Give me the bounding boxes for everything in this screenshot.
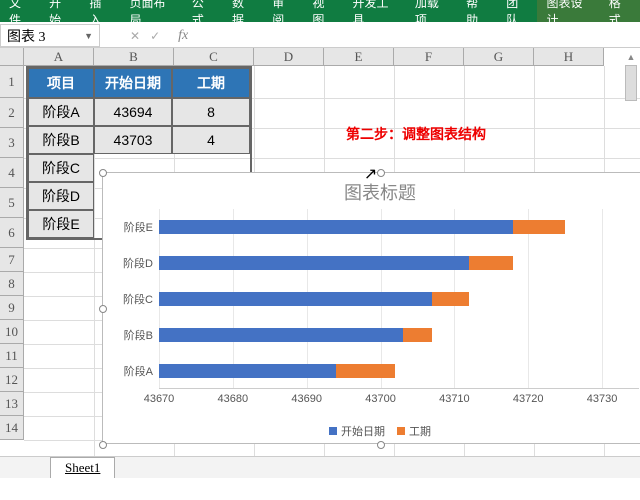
ribbon-tab-8[interactable]: 开发工具 [344,0,406,22]
column-header[interactable]: G [464,48,534,65]
table-cell[interactable]: 43694 [94,98,172,126]
row-header[interactable]: 6 [0,218,24,248]
bar-segment[interactable] [469,256,513,270]
bar-segment[interactable] [159,328,403,342]
column-header[interactable]: A [24,48,94,65]
row-header[interactable]: 8 [0,272,24,296]
chart-title[interactable]: 图表标题 [103,173,640,211]
formula-buttons: ✕ ✓ fx [124,24,194,47]
row-header[interactable]: 12 [0,368,24,392]
resize-handle[interactable] [99,305,107,313]
ribbon-tab-1[interactable]: 开始 [40,0,80,22]
row-headers: 1234567891011121314 [0,66,24,440]
table-header-cell[interactable]: 工期 [172,68,250,98]
row-header[interactable]: 9 [0,296,24,320]
row-header[interactable]: 13 [0,392,24,416]
table-cell[interactable]: 阶段A [28,98,94,126]
row-header[interactable]: 11 [0,344,24,368]
chart-object[interactable]: 图表标题43670436804369043700437104372043730阶… [102,172,640,444]
column-header[interactable]: H [534,48,604,65]
row-header[interactable]: 10 [0,320,24,344]
y-axis-label: 阶段D [123,255,159,271]
ribbon-tab-11[interactable]: 团队 [497,0,537,22]
column-header[interactable]: D [254,48,324,65]
table-cell[interactable]: 阶段B [28,126,94,154]
cancel-icon[interactable]: ✕ [130,29,140,43]
y-axis-label: 阶段C [123,291,159,307]
y-axis-label: 阶段E [124,219,159,235]
ribbon-tab-0[interactable]: 文件 [0,0,40,22]
fx-icon[interactable]: fx [178,28,188,44]
column-headers: ABCDEFGH [0,48,604,66]
confirm-icon[interactable]: ✓ [150,29,160,43]
table-cell[interactable]: 8 [172,98,250,126]
column-header[interactable]: F [394,48,464,65]
row-header[interactable]: 2 [0,98,24,128]
x-axis-label: 43670 [144,389,175,405]
row-header[interactable]: 3 [0,128,24,158]
ribbon-tab-12[interactable]: 图表设计 [537,0,599,22]
step-annotation: 第二步：调整图表结构 [346,124,486,144]
bar-segment[interactable] [432,292,469,306]
bar-segment[interactable] [159,292,432,306]
row-header[interactable]: 1 [0,66,24,98]
resize-handle[interactable] [99,441,107,449]
ribbon-tab-6[interactable]: 审阅 [263,0,303,22]
table-header-cell[interactable]: 项目 [28,68,94,98]
ribbon-tab-5[interactable]: 数据 [223,0,263,22]
bar-segment[interactable] [336,364,395,378]
legend-item[interactable]: 开始日期 [329,423,385,439]
table-cell[interactable]: 阶段D [28,182,94,210]
cell-grid[interactable]: 项目开始日期工期阶段A436948阶段B437034阶段C阶段D阶段E第二步：调… [24,66,640,478]
table-cell[interactable]: 阶段C [28,154,94,182]
name-box-value: 图表 3 [7,26,46,46]
row-header[interactable]: 4 [0,158,24,188]
sheet-area: ABCDEFGH 1234567891011121314 项目开始日期工期阶段A… [0,48,640,478]
x-axis-label: 43700 [365,389,396,405]
resize-handle[interactable] [377,169,385,177]
ribbon-tab-2[interactable]: 插入 [80,0,120,22]
legend-item[interactable]: 工期 [397,423,431,439]
resize-handle[interactable] [99,169,107,177]
chevron-down-icon[interactable]: ▼ [84,31,93,41]
y-axis-label: 阶段B [124,327,159,343]
name-box[interactable]: 图表 3 ▼ [0,24,100,47]
x-axis-label: 43680 [218,389,249,405]
ribbon-tab-3[interactable]: 页面布局 [121,0,183,22]
x-axis-label: 43730 [587,389,618,405]
y-axis-label: 阶段A [124,363,159,379]
column-header[interactable]: C [174,48,254,65]
bar-segment[interactable] [403,328,433,342]
bar-segment[interactable] [159,256,469,270]
table-cell[interactable]: 阶段E [28,210,94,238]
select-all-corner[interactable] [0,48,24,65]
ribbon-tab-10[interactable]: 帮助 [457,0,497,22]
ribbon-tab-7[interactable]: 视图 [303,0,343,22]
x-axis-label: 43690 [291,389,322,405]
x-axis-label: 43710 [439,389,470,405]
ribbon-tab-9[interactable]: 加载项 [406,0,457,22]
ribbon-tab-13[interactable]: 格式 [600,0,640,22]
row-header[interactable]: 14 [0,416,24,440]
vertical-scrollbar[interactable]: ▲ [624,50,638,454]
bar-segment[interactable] [159,220,513,234]
sheet-tabs-bar: Sheet1 [0,456,640,478]
column-header[interactable]: B [94,48,174,65]
column-header[interactable]: E [324,48,394,65]
bar-segment[interactable] [159,364,336,378]
x-axis-label: 43720 [513,389,544,405]
row-header[interactable]: 7 [0,248,24,272]
bar-segment[interactable] [513,220,565,234]
row-header[interactable]: 5 [0,188,24,218]
chart-plot-area: 43670436804369043700437104372043730阶段E阶段… [159,209,639,389]
ribbon: 文件开始插入页面布局公式数据审阅视图开发工具加载项帮助团队图表设计格式 [0,0,640,22]
table-cell[interactable]: 43703 [94,126,172,154]
chart-legend: 开始日期工期 [103,423,640,439]
sheet-tab[interactable]: Sheet1 [50,457,115,478]
table-header-cell[interactable]: 开始日期 [94,68,172,98]
table-cell[interactable]: 4 [172,126,250,154]
ribbon-tab-4[interactable]: 公式 [183,0,223,22]
resize-handle[interactable] [377,441,385,449]
